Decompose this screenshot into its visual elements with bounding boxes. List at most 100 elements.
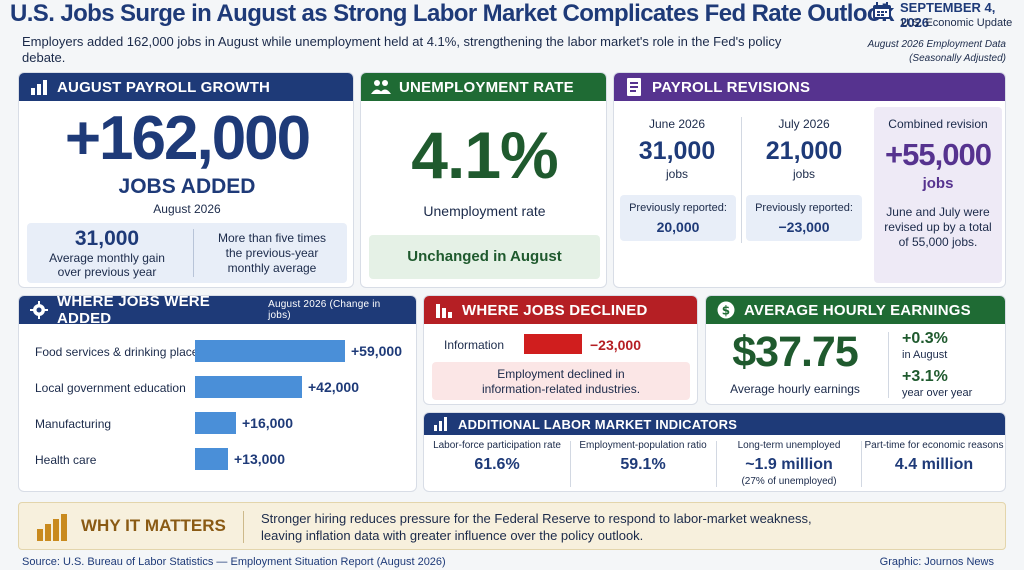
added-bar-value: +16,000: [242, 415, 293, 431]
payroll-divider: [193, 229, 194, 277]
header-data-note: August 2026 Employment Data: [867, 39, 1006, 50]
unemployment-status: Unchanged in August: [407, 248, 562, 265]
earnings-card: $ AVERAGE HOURLY EARNINGS $37.75 Average…: [705, 295, 1006, 405]
document-icon: [624, 77, 644, 97]
payroll-growth-card: AUGUST PAYROLL GROWTH +162,000 JOBS ADDE…: [18, 72, 354, 288]
added-bar: [195, 412, 236, 434]
declined-bar: [524, 334, 582, 354]
payroll-average-label-2: over previous year: [57, 265, 157, 279]
indicator-value: 59.1%: [620, 456, 666, 473]
indicator-value: 4.4 million: [894, 456, 974, 473]
july-previous-label: Previously reported:: [755, 202, 853, 214]
payroll-value: +162,000: [64, 104, 311, 173]
earnings-year-label: year over year: [902, 387, 973, 399]
added-bar: [195, 376, 302, 398]
july-value: 21,000: [765, 137, 843, 165]
june-previous-label: Previously reported:: [629, 202, 727, 214]
earnings-month-label: in August: [902, 349, 948, 361]
indicators-heading: ADDITIONAL LABOR MARKET INDICATORS: [458, 416, 738, 432]
jobs-added-header: WHERE JOBS WERE ADDED August 2026 (Chang…: [19, 295, 416, 327]
svg-text:$: $: [722, 304, 731, 318]
added-bar-value: +42,000: [308, 379, 359, 395]
declined-note-box: [432, 362, 690, 400]
calendar-icon: [872, 2, 892, 20]
why-it-matters-text-2: leaving inflation data with greater infl…: [261, 528, 644, 543]
combined-note-1: June and July were: [886, 205, 990, 219]
header-date: SEPTEMBER 4, 2026: [900, 0, 996, 30]
earnings-header: $ AVERAGE HOURLY EARNINGS: [706, 296, 1005, 324]
combined-unit: jobs: [922, 175, 954, 192]
indicator-sub: (27% of unemployed): [741, 476, 837, 487]
declined-note-1: Employment declined in: [497, 367, 625, 381]
july-unit: jobs: [792, 167, 815, 181]
earnings-year-change: +3.1%: [902, 368, 948, 385]
june-value: 31,000: [638, 137, 716, 165]
indicator-divider: [861, 441, 862, 487]
earnings-divider: [888, 332, 889, 398]
bar-chart-icon: [29, 77, 49, 97]
chart-icon: [434, 417, 450, 431]
combined-revision-box: [874, 107, 1002, 283]
unemployment-status-box: [369, 235, 600, 279]
unemployment-value: 4.1%: [411, 118, 558, 192]
jobs-added-card: WHERE JOBS WERE ADDED August 2026 (Chang…: [18, 295, 417, 492]
june-label: June 2026: [648, 117, 706, 131]
jobs-added-heading: WHERE JOBS WERE ADDED: [57, 295, 211, 327]
earnings-heading: AVERAGE HOURLY EARNINGS: [744, 301, 971, 319]
unemployment-heading: UNEMPLOYMENT RATE: [399, 78, 574, 96]
indicators-header: ADDITIONAL LABOR MARKET INDICATORS: [424, 413, 1005, 435]
payroll-unit: JOBS ADDED: [118, 175, 256, 198]
added-bar-label: Local government education: [35, 381, 186, 395]
added-bar-label: Manufacturing: [35, 417, 112, 431]
combined-label: Combined revision: [888, 117, 988, 131]
payroll-comparison-3: monthly average: [227, 261, 317, 275]
indicator-value: 61.6%: [474, 456, 520, 473]
people-icon: [371, 77, 391, 97]
payroll-period: August 2026: [153, 202, 221, 216]
added-bar-value: +59,000: [351, 343, 402, 359]
footer-source: Source: U.S. Bureau of Labor Statistics …: [22, 556, 446, 568]
decline-chart-icon: [434, 300, 454, 320]
payroll-revisions-heading: PAYROLL REVISIONS: [652, 78, 811, 96]
jobs-declined-card: WHERE JOBS DECLINED Information −23,000 …: [423, 295, 698, 405]
earnings-month-change: +0.3%: [902, 330, 948, 347]
declined-note-2: information-related industries.: [481, 382, 641, 396]
growth-bars-icon: [37, 513, 67, 541]
why-it-matters-heading: WHY IT MATTERS: [81, 516, 226, 535]
added-bar-label: Food services & drinking places: [35, 345, 205, 359]
earnings-value: $37.75: [732, 328, 859, 376]
added-bar: [195, 448, 228, 470]
payroll-comparison-2: the previous-year: [225, 246, 319, 260]
dollar-icon: $: [716, 300, 736, 320]
payroll-growth-header: AUGUST PAYROLL GROWTH: [19, 73, 353, 101]
earnings-label: Average hourly earnings: [730, 382, 860, 396]
combined-note-3: of 55,000 jobs.: [898, 235, 978, 249]
page-subtitle: Employers added 162,000 jobs in August w…: [22, 34, 782, 65]
indicator-divider: [716, 441, 717, 487]
july-label: July 2026: [778, 117, 830, 131]
jobs-added-note: August 2026 (Change in jobs): [268, 299, 381, 321]
added-bar-value: +13,000: [234, 451, 285, 467]
payroll-revisions-card: PAYROLL REVISIONS June 2026 31,000 jobs …: [613, 72, 1006, 288]
payroll-comparison-1: More than five times: [217, 231, 327, 245]
june-unit: jobs: [665, 167, 688, 181]
payroll-average-value: 31,000: [74, 227, 140, 250]
combined-note-2: revised up by a total: [884, 220, 992, 234]
payroll-revisions-header: PAYROLL REVISIONS: [614, 73, 1005, 101]
added-bar-label: Health care: [35, 453, 97, 467]
june-previous-value: 20,000: [656, 219, 700, 235]
payroll-growth-heading: AUGUST PAYROLL GROWTH: [57, 78, 271, 96]
july-previous-box: [746, 195, 862, 241]
why-divider: [243, 511, 244, 543]
unemployment-card: UNEMPLOYMENT RATE 4.1% Unemployment rate…: [360, 72, 607, 288]
combined-value: +55,000: [885, 137, 992, 172]
why-it-matters-box: WHY IT MATTERS Stronger hiring reduces p…: [18, 502, 1006, 550]
gear-icon: [29, 300, 49, 320]
payroll-average-label: Average monthly gain: [49, 251, 165, 265]
revision-divider-1: [741, 117, 742, 243]
declined-item-label: Information: [444, 338, 505, 352]
jobs-declined-header: WHERE JOBS DECLINED: [424, 296, 697, 324]
july-previous-value: −23,000: [778, 219, 830, 235]
payroll-average-box: 31,000 Average monthly gain over previou…: [27, 223, 347, 283]
page-title: U.S. Jobs Surge in August as Strong Labo…: [10, 0, 894, 27]
